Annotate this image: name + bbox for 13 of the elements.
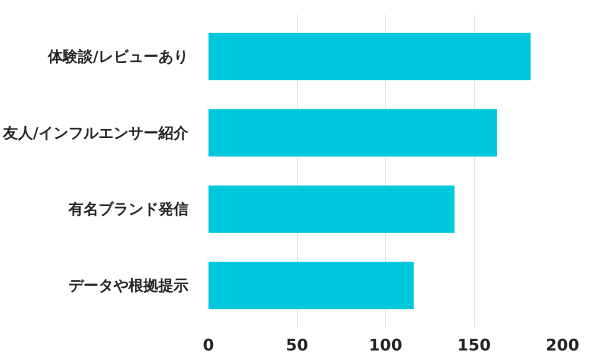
- bar: [208, 186, 455, 233]
- y-tick-label: データや根拠提示: [68, 276, 188, 295]
- x-tick-label: 100: [368, 336, 402, 353]
- x-tick-label: 200: [546, 336, 580, 353]
- x-tick-label: 150: [457, 336, 491, 353]
- bar: [208, 32, 531, 80]
- bar: [208, 262, 414, 310]
- y-tick-label: 体験談/レビューあり: [47, 47, 189, 66]
- x-tick-label: 50: [286, 336, 308, 353]
- bar: [208, 109, 498, 156]
- y-tick-label: 有名ブランド発信: [68, 200, 188, 218]
- y-tick-label: 友人/インフルエンサー紹介: [2, 124, 190, 142]
- x-tick-label: 0: [202, 336, 214, 353]
